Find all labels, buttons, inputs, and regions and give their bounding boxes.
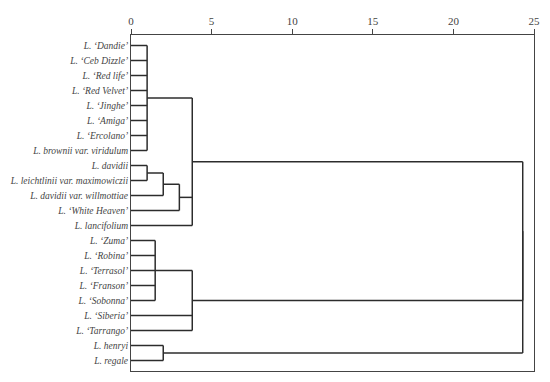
svg-text:L. ‘Franson’: L. ‘Franson’	[79, 281, 129, 291]
svg-text:5: 5	[209, 15, 215, 27]
svg-text:L. ‘Amiga’: L. ‘Amiga’	[86, 116, 128, 126]
svg-text:L. ‘Red life’: L. ‘Red life’	[81, 71, 128, 81]
svg-text:L. ‘Dandie’: L. ‘Dandie’	[83, 41, 128, 51]
svg-text:L. henryi: L. henryi	[93, 341, 129, 351]
svg-text:10: 10	[287, 15, 299, 27]
svg-text:L. ‘Jinghe’: L. ‘Jinghe’	[85, 101, 128, 111]
svg-text:L. brownii var. viridulum: L. brownii var. viridulum	[32, 146, 128, 156]
svg-text:20: 20	[448, 15, 460, 27]
svg-text:L. davidii var. willmottiae: L. davidii var. willmottiae	[29, 191, 128, 201]
svg-text:L. ‘Tarrango’: L. ‘Tarrango’	[75, 326, 128, 336]
svg-text:L. ‘Red Velvet’: L. ‘Red Velvet’	[71, 86, 128, 96]
svg-text:L. ‘Siberia’: L. ‘Siberia’	[83, 311, 128, 321]
svg-text:L. ‘White Heaven’: L. ‘White Heaven’	[57, 206, 128, 216]
svg-text:L. davidii: L. davidii	[91, 161, 129, 171]
svg-text:L. ‘Sobonna’: L. ‘Sobonna’	[77, 296, 128, 306]
svg-text:L. regale: L. regale	[93, 356, 128, 366]
svg-text:15: 15	[367, 15, 379, 27]
svg-text:L. leichtlinii var. maximowicz: L. leichtlinii var. maximowiczii	[10, 176, 129, 186]
svg-text:L. lancifolium: L. lancifolium	[74, 221, 128, 231]
svg-text:L. ‘Zuma’: L. ‘Zuma’	[89, 236, 128, 246]
svg-text:0: 0	[128, 15, 134, 27]
svg-text:25: 25	[529, 15, 541, 27]
svg-text:L. ‘Ceb Dizzle’: L. ‘Ceb Dizzle’	[69, 56, 128, 66]
svg-text:L. ‘Terrasol’: L. ‘Terrasol’	[79, 266, 128, 276]
svg-text:L. ‘Ercolano’: L. ‘Ercolano’	[76, 131, 128, 141]
svg-text:L. ‘Robina’: L. ‘Robina’	[83, 251, 128, 261]
